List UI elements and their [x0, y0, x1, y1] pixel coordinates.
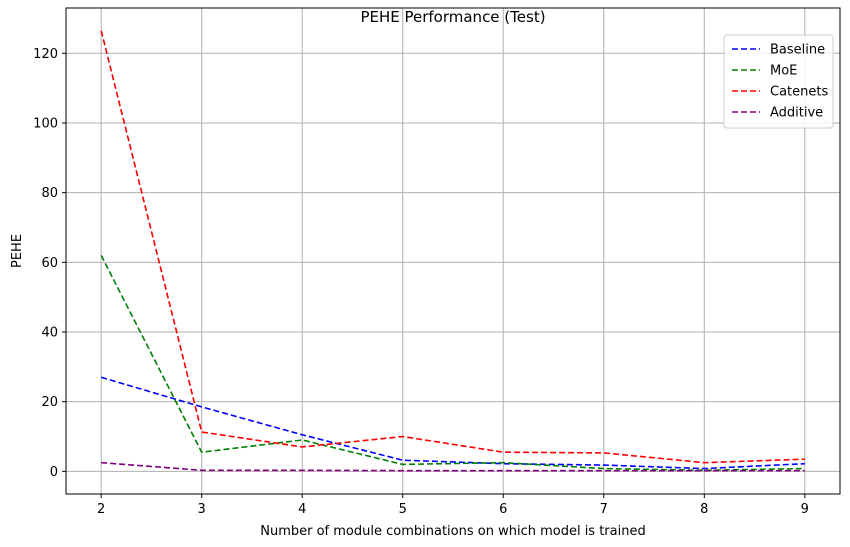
series-line-catenets — [100, 30, 805, 464]
x-tick-label: 8 — [700, 502, 708, 517]
x-tick-label: 6 — [499, 502, 507, 517]
x-axis-label: Number of module combinations on which m… — [260, 524, 645, 539]
legend-label-baseline: Baseline — [770, 43, 825, 58]
legend: Baseline MoE Catenets Additive — [723, 34, 834, 129]
x-tick-label: 7 — [600, 502, 608, 517]
plot-frame — [65, 7, 841, 495]
legend-label-catenets: Catenets — [770, 85, 828, 100]
legend-label-moe: MoE — [770, 64, 797, 79]
y-axis-label: PEHE — [10, 234, 25, 268]
y-tick-label: 20 — [41, 395, 58, 410]
x-tick-label: 3 — [198, 502, 206, 517]
grid — [66, 8, 840, 494]
y-axis-ticks: 0 20 40 60 80 100 120 — [33, 47, 66, 480]
chart-title: PEHE Performance (Test) — [360, 8, 545, 26]
legend-box — [723, 34, 834, 129]
series-line-additive — [101, 461, 805, 472]
series-line-moe — [100, 254, 805, 472]
y-tick-label: 80 — [41, 186, 58, 201]
x-tick-label: 4 — [298, 502, 306, 517]
series-layer — [100, 30, 805, 472]
x-axis-ticks: 2 3 4 5 6 7 8 9 — [97, 494, 809, 517]
y-tick-label: 40 — [41, 326, 58, 341]
series-line-baseline — [100, 376, 805, 470]
y-tick-label: 0 — [50, 465, 58, 480]
legend-label-additive: Additive — [770, 106, 823, 121]
x-tick-label: 9 — [801, 502, 809, 517]
x-tick-label: 5 — [399, 502, 407, 517]
y-tick-label: 100 — [33, 116, 58, 131]
y-tick-label: 120 — [33, 47, 58, 62]
x-tick-label: 2 — [97, 502, 105, 517]
y-tick-label: 60 — [41, 256, 58, 271]
